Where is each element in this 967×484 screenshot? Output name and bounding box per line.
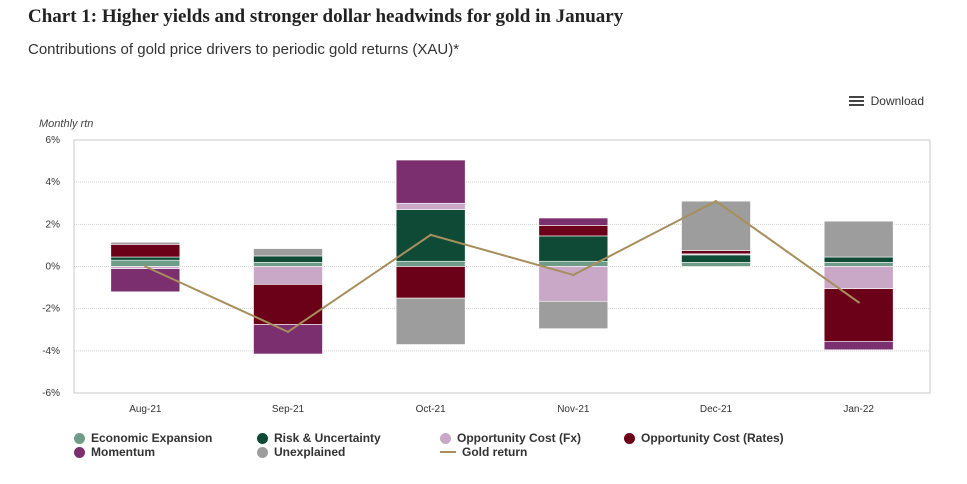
legend-label: Opportunity Cost (Fx) (457, 431, 581, 445)
bar-segment (681, 261, 751, 267)
bar-segment (538, 235, 609, 262)
plot-frame (73, 139, 931, 394)
bar-segment (823, 256, 894, 263)
y-tick-label: 0% (46, 262, 61, 273)
legend-item-economic-expansion[interactable]: Economic Expansion (74, 431, 212, 445)
legend-swatch (257, 446, 268, 458)
legend-swatch (257, 432, 268, 444)
x-tick-label: Jan-22 (843, 404, 874, 415)
legend-label: Economic Expansion (91, 431, 213, 445)
legend-swatch (74, 446, 85, 458)
gold-return-point (429, 233, 432, 237)
chart-title: Chart 1: Higher yields and stronger doll… (28, 6, 624, 27)
x-tick-label: Nov-21 (557, 404, 590, 415)
bar-segment (538, 266, 609, 302)
bar-segment (395, 159, 466, 204)
bar-segment (538, 300, 609, 329)
gold-return-polyline (144, 200, 860, 333)
legend-swatch (440, 432, 451, 444)
bars (110, 159, 894, 355)
bar-segment (395, 297, 466, 345)
y-tick-label: -2% (42, 304, 60, 315)
bar-segment (681, 254, 751, 263)
bar-segment (253, 261, 323, 267)
bar-segment (253, 284, 323, 325)
legend-label: Risk & Uncertainty (274, 431, 381, 445)
y-tick-label: 2% (46, 219, 61, 230)
bar-segment (823, 341, 894, 351)
legend-item-momentum[interactable]: Momentum (74, 445, 155, 459)
x-tick-label: Dec-21 (700, 404, 733, 415)
bar-segment (110, 268, 181, 293)
chart-subtitle: Contributions of gold price drivers to p… (28, 41, 460, 58)
bar-segment (681, 200, 751, 251)
bar-segment (253, 324, 323, 355)
bar-segment (110, 241, 181, 245)
y-tick-label: -4% (42, 346, 60, 357)
gold-return-point (714, 199, 718, 203)
legend-item-risk-uncertainty[interactable]: Risk & Uncertainty (257, 431, 381, 445)
legend-item-unexplained[interactable]: Unexplained (257, 445, 345, 459)
bar-segment (681, 250, 751, 255)
chart-area: 6% 4% 2% 0% -2% -4% -6% Aug-21 Sep-21 Oct-21 Nov-… (42, 135, 931, 415)
bar-segment (395, 260, 466, 267)
gold-return-point (857, 301, 860, 304)
download-button[interactable]: Download (848, 94, 924, 108)
y-tick-label: 4% (46, 177, 61, 188)
y-tick-label: 6% (46, 135, 61, 146)
bar-segment (253, 255, 323, 263)
legend-swatch (440, 451, 456, 453)
bar-segment (823, 220, 894, 258)
bar-segment (823, 288, 894, 342)
bar-segment (253, 266, 323, 285)
legend-swatch (624, 432, 635, 444)
x-axis-ticks: Aug-21 Sep-21 Oct-21 Nov-21 Dec-21 Jan-22 (129, 404, 874, 415)
y-axis-ticks: 6% 4% 2% 0% -2% -4% -6% (42, 135, 60, 399)
bar-segment (110, 244, 181, 258)
y-axis-label: Monthly rtn (39, 118, 94, 130)
legend-label: Opportunity Cost (Rates) (641, 431, 784, 445)
bar-segment (538, 217, 609, 226)
x-tick-label: Oct-21 (416, 404, 446, 415)
legend-item-opportunity-cost-rates[interactable]: Opportunity Cost (Rates) (624, 431, 784, 445)
gold-return-line (144, 199, 860, 334)
x-tick-label: Aug-21 (129, 404, 162, 415)
legend-label: Unexplained (274, 445, 346, 459)
y-tick-label: -6% (42, 388, 60, 399)
legend-label: Momentum (91, 445, 155, 459)
gold-return-point (572, 273, 575, 277)
bar-segment (110, 256, 181, 261)
legend-item-opportunity-cost-fx[interactable]: Opportunity Cost (Fx) (440, 431, 581, 445)
bar-segment (395, 266, 466, 299)
gold-return-point (144, 265, 147, 268)
gold-return-point (286, 330, 290, 334)
download-label: Download (870, 94, 924, 108)
legend-label: Gold return (462, 445, 528, 459)
bar-segment (823, 261, 894, 267)
grid (74, 181, 930, 352)
bar-segment (395, 202, 466, 210)
legend-swatch (74, 432, 85, 444)
bar-segment (253, 248, 323, 257)
legend-item-gold-return[interactable]: Gold return (440, 445, 527, 459)
x-tick-label: Sep-21 (272, 404, 305, 415)
menu-icon (848, 96, 864, 106)
bar-segment (538, 225, 609, 237)
